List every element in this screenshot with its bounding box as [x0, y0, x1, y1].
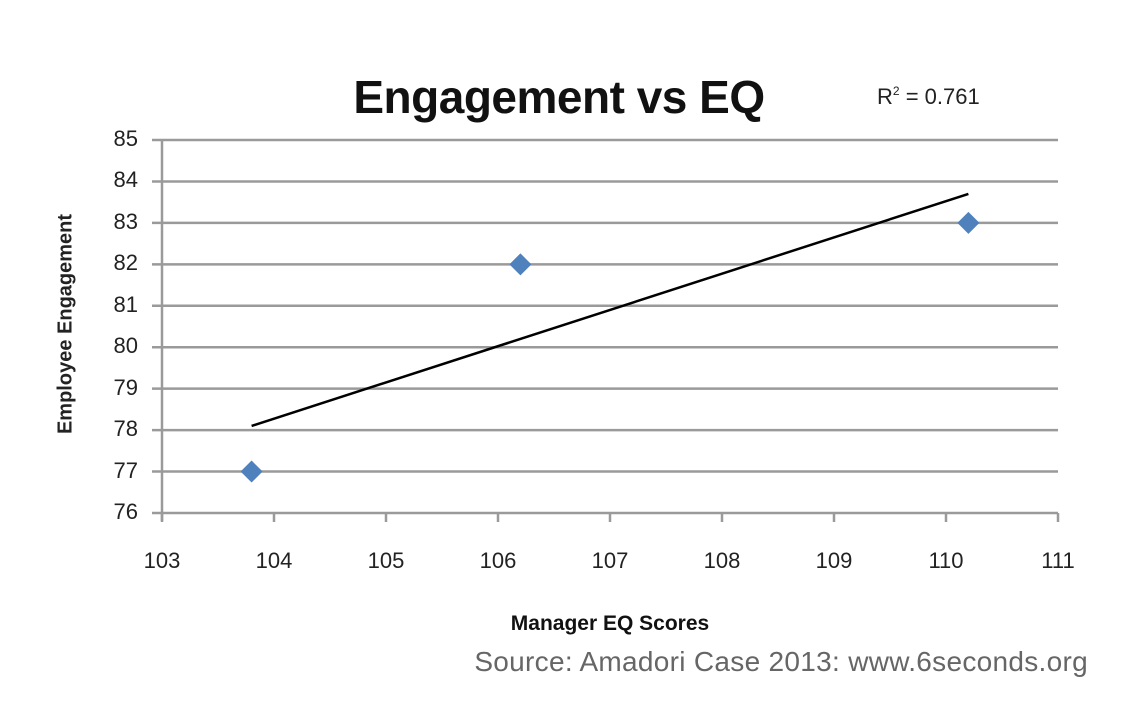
x-tick-label: 104: [255, 548, 293, 573]
x-tick-label: 105: [367, 548, 405, 573]
gridlines: [152, 138, 1058, 515]
r2-value: = 0.761: [899, 84, 980, 109]
trendline: [251, 192, 969, 428]
x-tick-label: 108: [703, 548, 741, 573]
linear-trendline: [251, 192, 969, 428]
y-tick-label: 79: [113, 374, 138, 400]
y-tick-label: 82: [113, 250, 138, 276]
y-tick-label: 77: [113, 457, 138, 483]
r-squared-annotation: R2 = 0.761: [877, 84, 980, 110]
x-axis-label: Manager EQ Scores: [510, 612, 710, 635]
axes-lines: [160, 140, 1060, 522]
x-tick-label: 109: [815, 548, 853, 573]
y-tick-label: 76: [113, 499, 138, 524]
y-tick-label: 85: [113, 126, 138, 151]
x-tick-label: 103: [143, 548, 181, 573]
data-points: [240, 211, 980, 483]
x-tick-label: 107: [591, 548, 629, 573]
diamond-marker-icon: [240, 460, 263, 483]
x-tick-label: 110: [928, 548, 964, 573]
y-tick-label: 80: [113, 333, 138, 359]
diamond-marker-icon: [509, 253, 532, 276]
chart-title: Engagement vs EQ: [353, 71, 765, 123]
r2-superscript: 2: [892, 84, 900, 98]
y-tick-label: 83: [113, 208, 138, 234]
r2-letter: R: [877, 84, 893, 109]
diamond-marker-icon: [957, 211, 980, 234]
y-tick-label: 84: [113, 167, 138, 193]
y-tick-label: 81: [113, 291, 138, 317]
x-tick-label: 106: [479, 548, 517, 573]
source-caption: Source: Amadori Case 2013: www.6seconds.…: [474, 646, 1088, 677]
x-tick-label: 111: [1041, 548, 1075, 573]
y-tick-label: 78: [113, 416, 138, 442]
y-axis-label: Employee Engagement: [54, 213, 77, 435]
